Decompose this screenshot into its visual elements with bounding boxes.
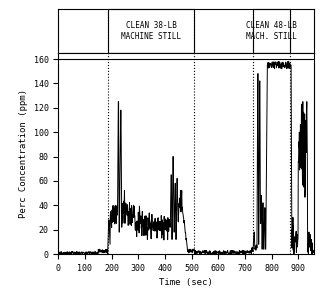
Text: CLEAN 38-LB
MACHINE STILL: CLEAN 38-LB MACHINE STILL: [121, 21, 181, 41]
Text: CLEAN 48-LB
MACH. STILL: CLEAN 48-LB MACH. STILL: [246, 21, 297, 41]
Bar: [108, 9, 194, 53]
Y-axis label: Perc Concentration (ppm): Perc Concentration (ppm): [19, 89, 28, 218]
Bar: [253, 9, 290, 53]
X-axis label: Time (sec): Time (sec): [159, 278, 213, 287]
